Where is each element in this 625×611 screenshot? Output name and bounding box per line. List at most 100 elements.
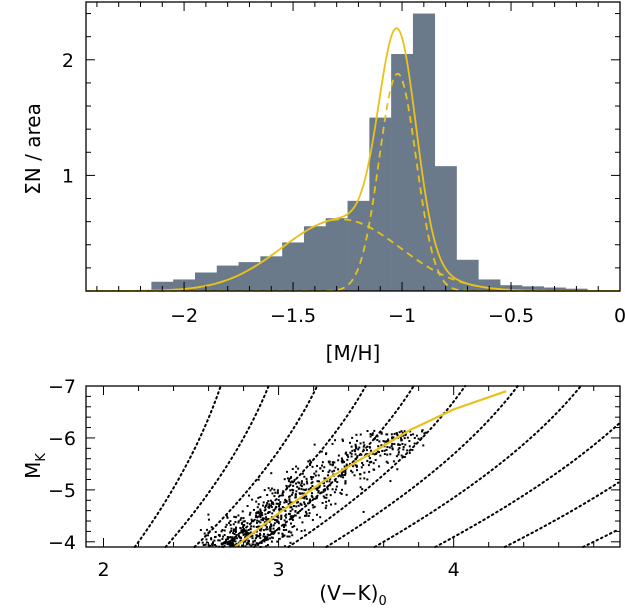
- star-point: [280, 518, 283, 521]
- star-point: [225, 515, 228, 518]
- star-point: [221, 537, 224, 540]
- star-point: [310, 478, 313, 481]
- star-point: [409, 433, 412, 436]
- star-point: [347, 455, 350, 458]
- star-point: [290, 515, 293, 518]
- star-point: [392, 436, 395, 439]
- star-point: [232, 528, 235, 531]
- star-point: [257, 510, 260, 513]
- star-point: [316, 480, 319, 483]
- star-point: [207, 518, 210, 521]
- star-point: [290, 517, 293, 520]
- star-point: [286, 470, 289, 473]
- star-point: [272, 509, 275, 512]
- star-point: [385, 448, 388, 451]
- star-point: [400, 454, 403, 457]
- star-point: [369, 457, 372, 460]
- star-point: [400, 439, 403, 442]
- cmd-y-tick-labels: −4 −5 −6 −7: [48, 376, 76, 554]
- star-point: [247, 539, 250, 542]
- star-point: [363, 471, 366, 474]
- star-point: [234, 520, 237, 523]
- star-point: [241, 510, 244, 513]
- star-point: [274, 507, 277, 510]
- star-point: [354, 453, 357, 456]
- star-point: [368, 445, 371, 448]
- star-point: [329, 494, 332, 497]
- star-point: [351, 436, 354, 439]
- star-point: [353, 449, 356, 452]
- star-point: [390, 445, 393, 448]
- star-point: [218, 539, 221, 542]
- star-point: [263, 540, 266, 543]
- star-point: [214, 543, 217, 546]
- star-point: [229, 520, 232, 523]
- star-point: [298, 516, 301, 519]
- star-point: [317, 474, 320, 477]
- star-point: [289, 541, 292, 544]
- histogram-bar-7: [303, 226, 327, 291]
- star-point: [281, 494, 284, 497]
- star-point: [348, 463, 351, 466]
- model-tracks: [133, 385, 621, 548]
- star-point: [372, 468, 375, 471]
- star-point: [370, 460, 373, 463]
- star-point: [387, 438, 390, 441]
- star-point: [331, 470, 334, 473]
- star-point: [201, 541, 204, 544]
- star-point: [281, 506, 284, 509]
- star-point: [230, 544, 233, 547]
- star-point: [304, 489, 307, 492]
- star-point: [313, 443, 316, 446]
- star-point: [275, 515, 278, 518]
- star-point: [270, 523, 273, 526]
- star-point: [247, 542, 250, 545]
- star-point: [292, 504, 295, 507]
- star-point: [276, 489, 279, 492]
- star-point: [264, 536, 267, 539]
- star-point: [350, 452, 353, 455]
- star-point: [308, 512, 311, 515]
- star-point: [218, 535, 221, 538]
- star-point: [403, 437, 406, 440]
- histogram-y-tick-labels: 12: [62, 50, 74, 188]
- star-point: [241, 544, 244, 547]
- star-point: [341, 459, 344, 462]
- star-point: [291, 468, 294, 471]
- star-point: [303, 475, 306, 478]
- star-point: [267, 538, 270, 541]
- star-point: [290, 506, 293, 509]
- star-point: [231, 539, 234, 542]
- star-point: [207, 531, 210, 534]
- star-point: [267, 512, 270, 515]
- star-point: [265, 516, 268, 519]
- star-point: [281, 535, 284, 538]
- star-point: [264, 524, 267, 527]
- star-point: [310, 461, 313, 464]
- star-point: [255, 530, 258, 533]
- star-point: [250, 518, 253, 521]
- star-point: [235, 516, 238, 519]
- star-point: [301, 472, 304, 475]
- star-point: [283, 526, 286, 529]
- star-point: [308, 488, 311, 491]
- star-point: [399, 436, 402, 439]
- star-point: [290, 480, 293, 483]
- star-point: [221, 543, 224, 546]
- star-point: [362, 448, 365, 451]
- star-point: [229, 531, 232, 534]
- star-point: [317, 480, 320, 483]
- star-point: [374, 459, 377, 461]
- star-point: [362, 463, 365, 466]
- star-point: [422, 444, 425, 447]
- star-point: [280, 514, 283, 517]
- star-point: [389, 480, 392, 483]
- star-point: [265, 539, 268, 542]
- star-point: [271, 536, 274, 539]
- star-point: [368, 461, 371, 464]
- star-point: [291, 534, 294, 537]
- star-point: [261, 514, 264, 517]
- star-point: [401, 431, 404, 434]
- star-point: [290, 522, 293, 525]
- star-point: [274, 491, 277, 494]
